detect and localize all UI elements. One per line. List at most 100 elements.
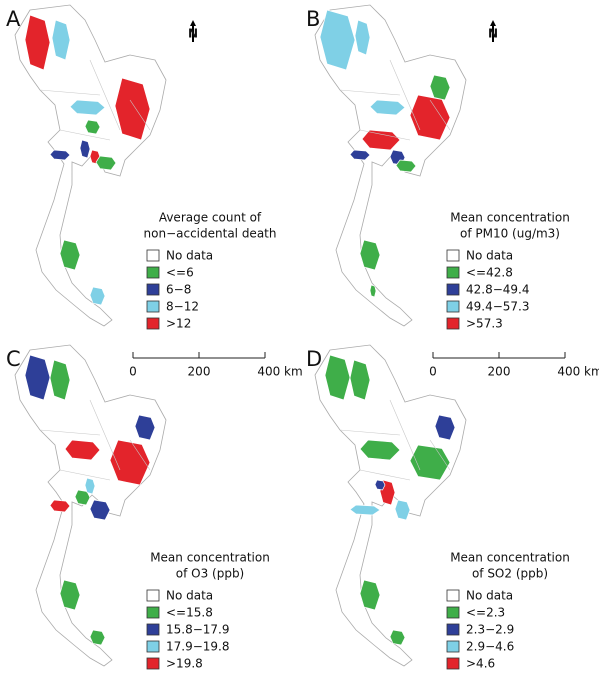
north-arrow	[490, 20, 496, 42]
province	[89, 286, 106, 306]
province-border	[359, 469, 411, 481]
province-border	[129, 99, 151, 131]
province	[319, 9, 356, 71]
legend-swatch	[146, 589, 160, 602]
legend-swatch	[446, 283, 460, 296]
legend-swatch	[146, 283, 160, 296]
legend-swatch	[146, 606, 160, 619]
legend-swatch	[446, 657, 460, 670]
legend-label: 15.8−17.9	[166, 623, 230, 637]
province	[64, 439, 101, 461]
province	[369, 284, 377, 298]
legend-swatch	[146, 249, 160, 262]
province	[49, 359, 71, 401]
scale-label: 200	[488, 365, 511, 379]
legend-title: Average count of	[159, 211, 262, 225]
legend-title: Mean concentration	[450, 211, 570, 225]
province	[369, 99, 406, 116]
legend-label: 2.9−4.6	[466, 640, 514, 654]
panel: A N Average count of non−accidental death No…	[6, 4, 277, 331]
panel-letter: A	[6, 7, 21, 31]
panel: D 0 200 400 km Mean concentration of SO2 (ppb…	[306, 344, 599, 671]
legend-swatch	[146, 317, 160, 330]
province	[109, 439, 151, 486]
legend-label: No data	[166, 589, 213, 603]
province	[374, 479, 386, 491]
province-border	[429, 439, 451, 471]
legend-swatch	[146, 300, 160, 313]
panel-letter: C	[6, 347, 21, 371]
province	[89, 499, 111, 521]
legend-label: >4.6	[466, 657, 495, 671]
legend-label: <=42.8	[466, 266, 513, 280]
province	[409, 94, 451, 141]
province-border	[39, 89, 101, 96]
scale-label: 0	[129, 365, 137, 379]
province	[49, 499, 71, 513]
north-label: N	[188, 27, 198, 41]
province	[359, 439, 401, 461]
province	[24, 14, 51, 71]
legend-swatch	[446, 623, 460, 636]
legend-swatch	[446, 317, 460, 330]
legend-label: >57.3	[466, 317, 503, 331]
province-border	[339, 429, 401, 436]
legend-swatch	[446, 249, 460, 262]
legend-label: 17.9−19.8	[166, 640, 230, 654]
province	[95, 155, 117, 171]
province	[354, 19, 371, 56]
legend-swatch	[446, 266, 460, 279]
province	[359, 579, 381, 611]
legend-title: of O3 (ppb)	[176, 567, 245, 581]
province-border	[429, 99, 451, 131]
province-border	[59, 469, 111, 481]
panel-letter: D	[306, 347, 322, 371]
legend-label: 6−8	[166, 283, 191, 297]
province-border	[339, 89, 401, 96]
province-border	[359, 129, 411, 141]
legend-swatch	[446, 606, 460, 619]
legend-swatch	[146, 623, 160, 636]
legend-label: 42.8−49.4	[466, 283, 530, 297]
province	[394, 499, 411, 521]
province	[429, 74, 451, 101]
province	[349, 149, 371, 161]
legend-label: <=2.3	[466, 606, 505, 620]
scale-label: 200	[188, 365, 211, 379]
province	[349, 359, 371, 401]
province	[361, 129, 401, 151]
panel: C 0 200 400 km Mean concentration of O3 (ppb)…	[6, 344, 303, 671]
province	[69, 99, 106, 116]
province	[24, 354, 51, 401]
province-border	[89, 399, 121, 471]
legend-label: <=15.8	[166, 606, 213, 620]
province	[359, 239, 381, 271]
legend-swatch	[146, 266, 160, 279]
scale-label: 0	[429, 365, 437, 379]
legend-title: non−accidental death	[144, 227, 277, 241]
panel-letter: B	[306, 7, 320, 31]
north-label: N	[488, 27, 498, 41]
legend-label: >19.8	[166, 657, 203, 671]
province	[114, 77, 151, 141]
legend-title: of PM10 (ug/m3)	[460, 227, 560, 241]
province	[79, 139, 91, 159]
north-arrow	[190, 20, 196, 42]
legend-swatch	[146, 657, 160, 670]
province	[49, 149, 71, 161]
legend-label: No data	[466, 589, 513, 603]
province	[51, 19, 71, 61]
province-border	[389, 59, 421, 131]
panel: B N Mean concentration of PM10 (ug/m3) No da…	[306, 4, 570, 331]
legend-swatch	[446, 589, 460, 602]
province	[59, 579, 81, 611]
legend-title: of SO2 (ppb)	[472, 567, 548, 581]
legend-label: 8−12	[166, 300, 199, 314]
province-border	[129, 439, 151, 471]
province	[324, 354, 351, 401]
province	[349, 504, 381, 516]
province	[84, 119, 101, 135]
province	[59, 239, 81, 271]
legend-label: >12	[166, 317, 191, 331]
